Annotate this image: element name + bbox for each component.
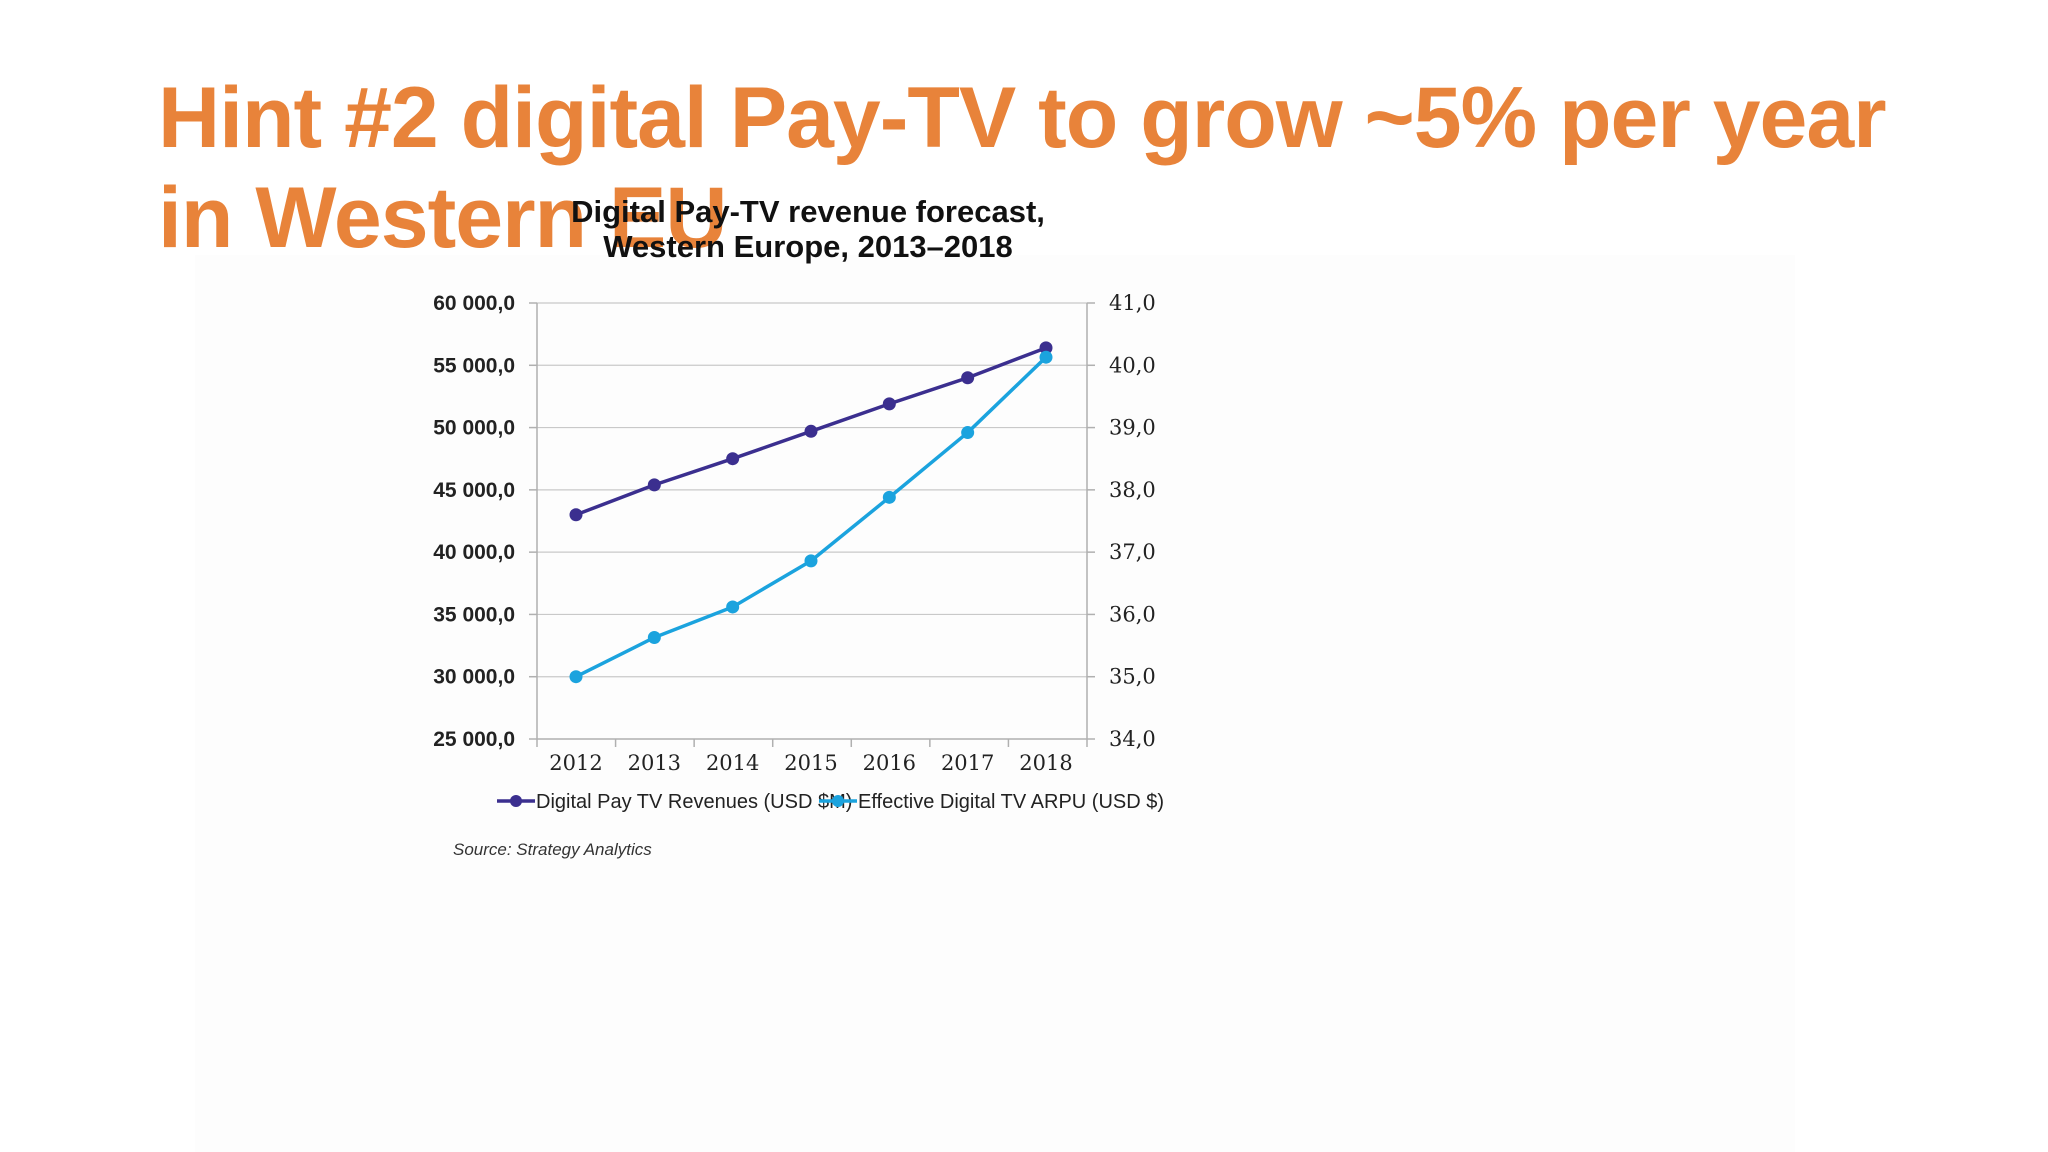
y-left-tick-label: 55 000,0 (433, 354, 515, 377)
x-tick-label: 2017 (941, 751, 994, 775)
legend-label-2: Effective Digital TV ARPU (USD $) (858, 791, 1164, 813)
y-left-tick-label: 60 000,0 (433, 292, 515, 315)
legend-swatch-marker (832, 795, 844, 807)
line-chart: Digital Pay-TV revenue forecast, Western… (433, 194, 1164, 859)
series-1-point (1039, 341, 1053, 355)
y-left-tick-label: 45 000,0 (433, 479, 515, 502)
series-2-point (961, 426, 975, 440)
x-tick-label: 2018 (1019, 751, 1072, 775)
y-left-tick-label: 40 000,0 (433, 541, 515, 564)
y-left-tick-label: 35 000,0 (433, 603, 515, 626)
legend-label-1: Digital Pay TV Revenues (USD $M) (536, 791, 852, 813)
y-right-tick-label: 39,0 (1109, 416, 1156, 440)
x-tick-label: 2016 (863, 751, 916, 775)
y-right-tick-label: 40,0 (1109, 353, 1156, 377)
y-right-tick-label: 38,0 (1109, 478, 1156, 502)
series-1-point (647, 478, 661, 492)
chart-title-line-2: Western Europe, 2013–2018 (603, 229, 1013, 264)
series-2-point (647, 630, 661, 644)
y-right-tick-label: 34,0 (1109, 727, 1156, 751)
y-left-tick-label: 30 000,0 (433, 666, 515, 689)
series-1-point (882, 397, 896, 411)
y-left-tick-label: 50 000,0 (433, 417, 515, 440)
y-left-tick-label: 25 000,0 (433, 728, 515, 751)
chart-title-line-1: Digital Pay-TV revenue forecast, (571, 194, 1045, 229)
y-right-tick-label: 41,0 (1109, 291, 1156, 315)
series-2-point (1039, 350, 1053, 364)
series-2-point (882, 490, 896, 504)
legend-swatch-marker (510, 795, 522, 807)
y-right-tick-label: 36,0 (1109, 602, 1156, 626)
x-tick-label: 2015 (784, 751, 837, 775)
gridlines (537, 302, 1087, 678)
source-note: Source: Strategy Analytics (453, 840, 652, 859)
x-tick-label: 2014 (706, 751, 759, 775)
series-1-point (569, 508, 583, 522)
chart-panel: Digital Pay-TV revenue forecast, Western… (195, 194, 1795, 1152)
series-2-point (804, 554, 818, 568)
y-right-tick-label: 35,0 (1109, 665, 1156, 689)
axes: 25 000,0 30 000,0 35 000,0 40 000,0 45 000,0… (433, 291, 1156, 775)
legend: Digital Pay TV Revenues (USD $M) Effectiv… (497, 791, 1164, 813)
y-right-tick-label: 37,0 (1109, 540, 1156, 564)
x-tick-label: 2012 (549, 751, 602, 775)
x-tick-label: 2013 (628, 751, 681, 775)
series (569, 341, 1053, 684)
series-line-2 (575, 355, 1048, 679)
slide-title: Hint #2 digital Pay-TV to grow ~5% per y… (158, 70, 1887, 266)
series-1-point (961, 371, 975, 385)
series-2-point (569, 670, 583, 684)
series-2-point (726, 600, 740, 614)
series-1-point (804, 424, 818, 438)
series-1-point (726, 452, 740, 466)
